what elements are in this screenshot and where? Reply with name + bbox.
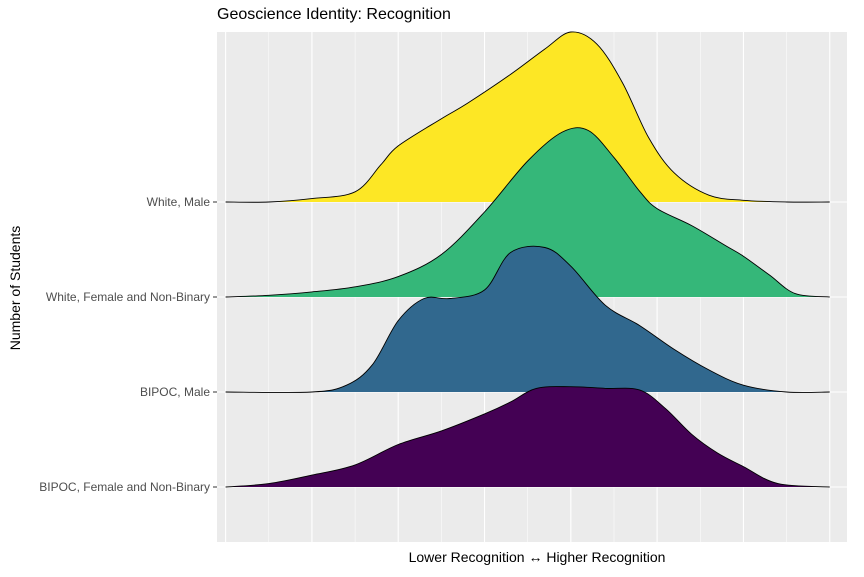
ridge-area-bipoc-male xyxy=(225,246,830,393)
ridge-area-bipoc-female-and-non-binary xyxy=(225,386,830,487)
y-tick-label: BIPOC, Female and Non-Binary xyxy=(39,480,210,494)
y-axis-ticks: White, Male White, Female and Non-Binary B… xyxy=(39,195,217,494)
chart-title: Geoscience Identity: Recognition xyxy=(217,6,451,23)
ridge-area-white-female-and-non-binary xyxy=(225,127,830,297)
y-tick-label: White, Male xyxy=(147,195,211,209)
ridge-outline-bipoc-male xyxy=(225,245,830,393)
ridges xyxy=(225,31,830,488)
y-tick-label: BIPOC, Male xyxy=(140,385,210,399)
ridge-outline-bipoc-female-and-non-binary xyxy=(225,386,830,488)
x-axis-title: Lower Recognition ↔ Higher Recognition xyxy=(408,549,666,565)
ridge-area-white-male xyxy=(225,31,830,203)
y-tick-label: White, Female and Non-Binary xyxy=(46,290,210,304)
ridge-outline-white-male xyxy=(225,31,830,203)
ridge-outline-white-female-and-non-binary xyxy=(225,127,830,298)
